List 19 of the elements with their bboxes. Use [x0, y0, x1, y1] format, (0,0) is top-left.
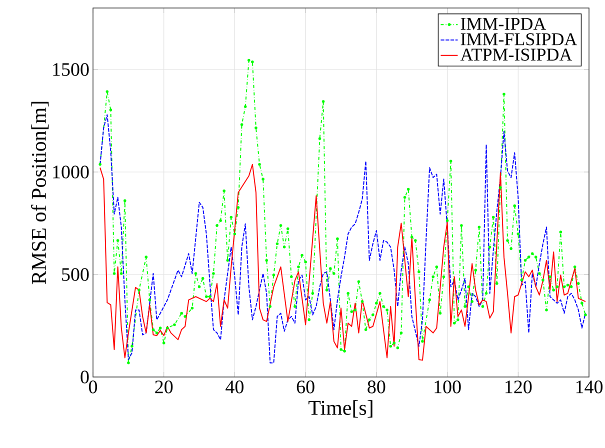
line-series	[100, 164, 586, 361]
y-tick-label: 500	[62, 268, 89, 281]
x-axis-title: Time[s]	[308, 400, 372, 418]
y-axis-title: RMSE of Position[m]	[31, 102, 49, 284]
y-tick-label: 1000	[53, 166, 89, 178]
x-tick-label: 100	[434, 380, 461, 394]
x-tick-label: 120	[506, 380, 532, 394]
y-tick-label: 0	[80, 370, 89, 384]
legend-label: IMM-IPDA	[460, 18, 546, 30]
line-series	[100, 114, 586, 364]
legend-label: IMM-FLSIPDA	[460, 33, 578, 46]
x-tick-label: 40	[226, 380, 244, 394]
legend-label: ATPM-ISIPDA	[460, 48, 572, 61]
x-tick-label: 140	[576, 380, 603, 394]
x-tick-label: 0	[88, 380, 98, 394]
y-tick-label: 1500	[53, 63, 89, 76]
x-tick-label: 20	[155, 380, 173, 394]
x-tick-label: 60	[296, 380, 314, 394]
x-tick-label: 80	[368, 380, 386, 394]
